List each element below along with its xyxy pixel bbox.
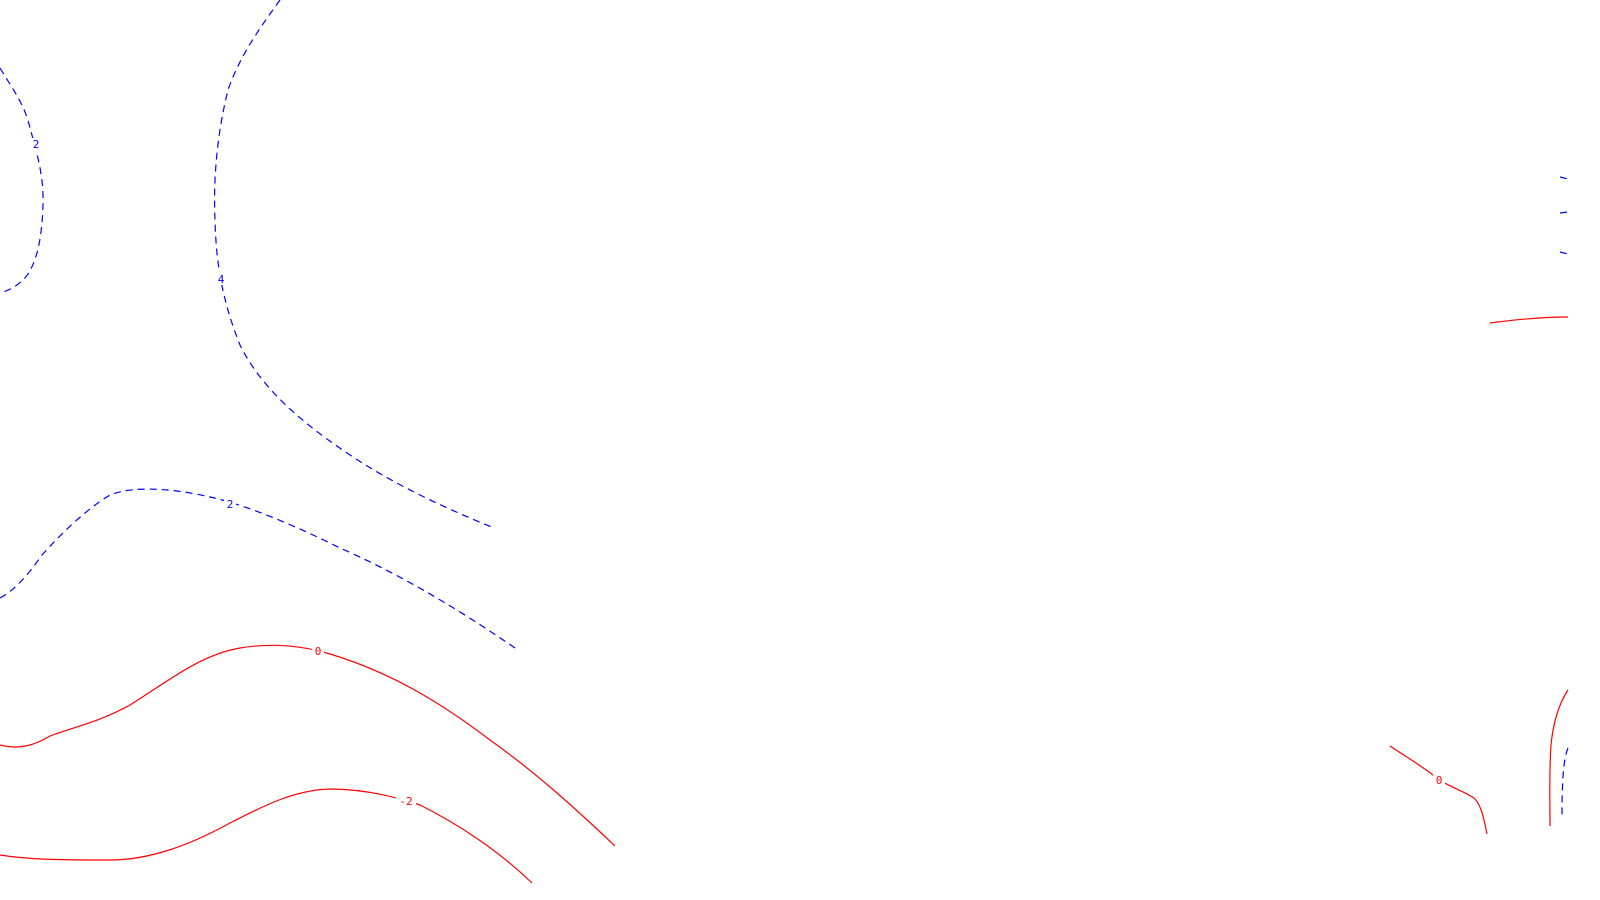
contour-label: 0 xyxy=(1436,774,1443,787)
contour-line xyxy=(1489,316,1569,324)
contour-label: 4 xyxy=(218,273,225,286)
contour-label: 0 xyxy=(315,645,322,658)
contour-label: 2 xyxy=(33,138,40,151)
contour-label: 2 xyxy=(227,498,234,511)
contour-line xyxy=(1561,747,1569,816)
contour-line: 2 xyxy=(0,488,516,649)
contour-line xyxy=(1549,689,1569,827)
contour-line: 4 xyxy=(213,0,495,529)
contour-line xyxy=(1559,176,1569,255)
contour-line: 2 xyxy=(0,67,44,293)
contour-line: 0 xyxy=(1389,745,1488,835)
contour-line: -2 xyxy=(0,788,533,884)
contour-line: 0 xyxy=(0,644,616,847)
contour-label: -2 xyxy=(399,795,412,808)
